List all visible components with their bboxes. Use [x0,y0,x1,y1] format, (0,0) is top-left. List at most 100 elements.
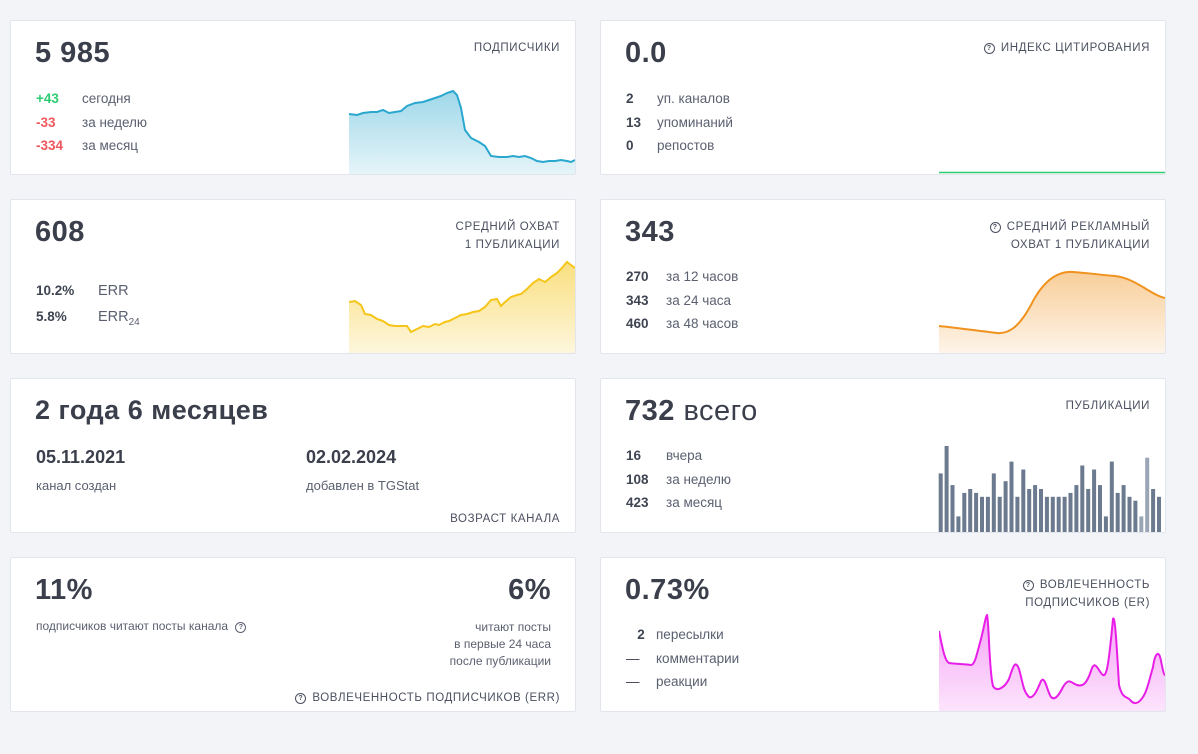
publication-bar[interactable] [956,516,961,532]
err-label[interactable]: ? ВОВЛЕЧЕННОСТЬ ПОДПИСЧИКОВ (ERR) [295,692,560,704]
subscribers-card[interactable]: 5 985 ПОДПИСЧИКИ +43 сегодня -33 за неделю… [10,20,576,175]
publication-bar[interactable] [962,492,967,532]
stat-row: 13 упоминаний [626,111,733,135]
publication-bar[interactable] [1015,496,1020,532]
stat-pub-month-label: за месяц [666,495,723,510]
question-icon[interactable]: ? [1022,580,1034,591]
added-label: добавлен в TGStat [306,478,420,493]
publication-bar[interactable] [1103,516,1108,532]
publication-bar[interactable] [1127,496,1132,532]
publication-bar[interactable] [1056,496,1061,532]
publication-bar[interactable] [1062,496,1067,532]
publication-bar[interactable] [1145,457,1150,532]
publication-bar[interactable] [1009,461,1014,532]
publication-bar[interactable] [1050,496,1055,532]
stat-48h-label: за 48 часов [666,316,739,331]
publication-bar[interactable] [974,492,979,532]
subscribers-label: ПОДПИСЧИКИ [473,42,560,54]
publication-bar[interactable] [985,496,990,532]
citation-index-label[interactable]: ? ИНДЕКС ЦИТИРОВАНИЯ [983,39,1150,57]
err-left-value: 11% [35,574,93,606]
stat-week-value: -33 [36,114,56,130]
er-card[interactable]: 0.73% ? ВОВЛЕЧЕННОСТЬ ПОДПИСЧИКОВ (ER) 2 пе… [600,557,1166,712]
stat-yesterday-value: 16 [626,448,642,463]
err-left-label: подписчиков читают посты канала ? [36,619,247,633]
publications-bar-chart[interactable] [935,442,1161,532]
stat-reposts-value: 0 [626,138,634,153]
stat-forwards-value: 2 [637,627,645,642]
stat-pub-week-label: за неделю [666,471,732,487]
publication-bar[interactable] [1044,496,1049,532]
er-label[interactable]: ? ВОВЛЕЧЕННОСТЬ ПОДПИСЧИКОВ (ER) [1022,576,1150,612]
avg-reach-label-line1: СРЕДНИЙ ОХВАТ [455,221,560,233]
avg-reach-stats: 10.2% ERR 5.8% ERR24 [36,278,140,330]
stat-48h-value: 460 [626,316,649,331]
publication-bar[interactable] [1121,485,1126,532]
question-icon[interactable]: ? [983,43,995,54]
stat-12h-label: за 12 часов [666,269,739,284]
publication-bar[interactable] [1139,516,1144,532]
question-icon[interactable]: ? [235,622,247,633]
publication-bar[interactable] [1092,469,1097,533]
channel-age-label: ВОЗРАСТ КАНАЛА [450,513,560,525]
channel-age-card[interactable]: 2 года 6 месяцев 05.11.2021 канал создан… [10,378,576,533]
avg-reach-sparkline[interactable] [349,259,575,353]
stat-err-label: ERR [98,283,129,299]
avg-reach-card[interactable]: 608 СРЕДНИЙ ОХВАТ 1 ПУБЛИКАЦИИ 10.2% ERR 5… [10,199,576,354]
publication-bar[interactable] [1039,489,1043,532]
stat-err24-value: 5.8% [36,309,67,324]
stat-yesterday-label: вчера [666,448,703,463]
subscribers-count: 5 985 [35,37,111,69]
publication-bar[interactable] [1098,485,1102,532]
stat-err24-sub: 24 [128,316,140,328]
er-area [939,615,1165,711]
publication-bar[interactable] [1068,492,1073,532]
err-card[interactable]: 11% подписчиков читают посты канала ? 6%… [10,557,576,712]
publication-bar[interactable] [1074,485,1079,532]
publication-bar[interactable] [997,496,1002,532]
er-label-line2: ПОДПИСЧИКОВ (ER) [1025,597,1150,609]
publication-bar[interactable] [1157,496,1161,532]
stat-channels-label: уп. каналов [657,91,730,106]
err-right-line2: в первые 24 часа [454,637,551,651]
publications-card[interactable]: 732 всего ПУБЛИКАЦИИ 16 вчера 108 за недел… [600,378,1166,533]
created-block: 05.11.2021 канал создан [36,447,125,493]
stat-err24-label: ERR [98,309,129,325]
publication-bar[interactable] [1086,489,1091,532]
stat-row: 2 уп. каналов [626,87,733,111]
publication-bar[interactable] [1109,461,1114,532]
ad-reach-area [939,271,1165,353]
publication-bar[interactable] [1021,469,1026,533]
publication-bar[interactable] [1080,465,1085,533]
question-icon[interactable]: ? [295,693,307,704]
citation-index-card[interactable]: 0.0 ? ИНДЕКС ЦИТИРОВАНИЯ 2 уп. каналов 13 у… [600,20,1166,175]
er-sparkline[interactable] [939,611,1165,711]
stat-12h-value: 270 [626,269,649,284]
subscribers-stats: +43 сегодня -33 за неделю -334 за месяц [36,87,147,158]
publication-bar[interactable] [944,446,949,532]
ad-reach-card[interactable]: 343 ? СРЕДНИЙ РЕКЛАМНЫЙ ОХВАТ 1 ПУБЛИКАЦИИ… [600,199,1166,354]
publication-bar[interactable] [938,473,943,532]
question-icon[interactable]: ? [989,222,1001,233]
citation-sparkline[interactable] [939,90,1165,174]
avg-reach-label: СРЕДНИЙ ОХВАТ 1 ПУБЛИКАЦИИ [456,218,560,254]
publication-bar[interactable] [1033,485,1038,532]
stat-month-label: за месяц [82,138,139,153]
ad-reach-sparkline[interactable] [939,267,1165,353]
ad-reach-label[interactable]: ? СРЕДНИЙ РЕКЛАМНЫЙ ОХВАТ 1 ПУБЛИКАЦИИ [989,218,1150,254]
publication-bar[interactable] [1133,500,1138,532]
publication-bar[interactable] [968,489,973,532]
publication-bar[interactable] [1003,481,1008,532]
publication-bar[interactable] [1115,492,1120,532]
stat-row: 10.2% ERR [36,278,140,304]
subscribers-sparkline[interactable] [349,90,575,174]
citation-index-value: 0.0 [625,37,667,69]
publication-bar[interactable] [950,485,955,532]
publication-bar[interactable] [980,496,984,532]
err-right-value: 6% [508,574,551,606]
publication-bar[interactable] [1027,489,1032,532]
publication-bar[interactable] [991,473,996,532]
publication-bar[interactable] [1151,489,1156,532]
stat-reactions-label: реакции [656,674,708,689]
publications-stats: 16 вчера 108 за неделю 423 за месяц [626,444,731,515]
